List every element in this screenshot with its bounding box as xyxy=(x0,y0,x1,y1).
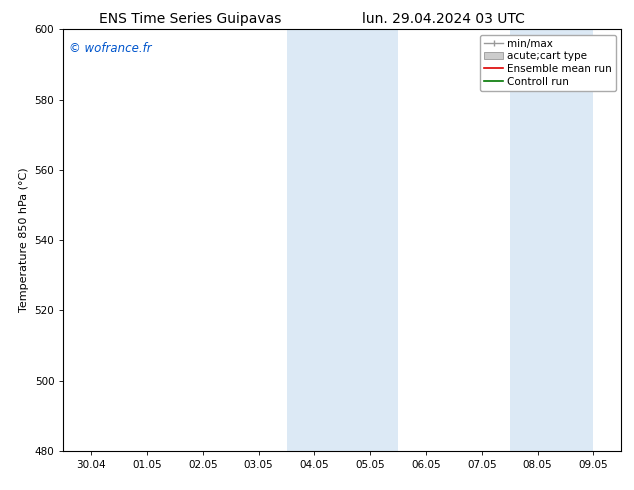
Bar xyxy=(287,29,398,451)
Text: ENS Time Series Guipavas: ENS Time Series Guipavas xyxy=(99,12,281,26)
Text: lun. 29.04.2024 03 UTC: lun. 29.04.2024 03 UTC xyxy=(363,12,525,26)
Legend: min/max, acute;cart type, Ensemble mean run, Controll run: min/max, acute;cart type, Ensemble mean … xyxy=(480,35,616,91)
Y-axis label: Temperature 850 hPa (°C): Temperature 850 hPa (°C) xyxy=(19,168,29,313)
Bar xyxy=(510,29,593,451)
Text: © wofrance.fr: © wofrance.fr xyxy=(69,42,152,55)
